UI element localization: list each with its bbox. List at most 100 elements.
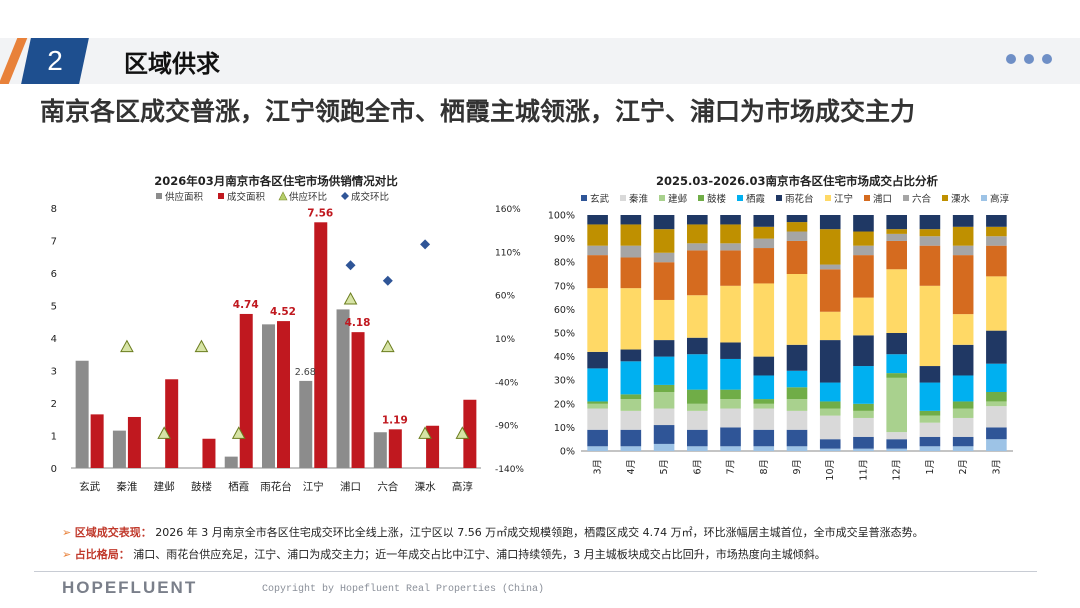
- stack-segment: [952, 344, 974, 376]
- stack-segment: [819, 439, 841, 449]
- y-tick-label: 10%: [554, 423, 575, 434]
- legend-swatch: [942, 195, 948, 201]
- y-tick-label: 5: [51, 302, 57, 313]
- data-label: 1.19: [382, 414, 408, 426]
- stack-segment: [886, 377, 907, 433]
- section-title: 区域供求: [124, 50, 220, 78]
- stack-segment: [720, 408, 741, 428]
- note-line: ➢ 占比格局： 浦口、雨花台供应充足，江宁、浦口为成交主力；近一年成交占比中江宁…: [62, 544, 1062, 566]
- legend-label: 秦淮: [629, 193, 649, 205]
- stack-segment: [620, 429, 642, 447]
- x-tick-label: 秦淮: [116, 480, 137, 493]
- page-headline: 南京各区成交普涨，江宁领跑全市、栖霞主城领涨，江宁、浦口为市场成交主力: [40, 97, 916, 126]
- note-key: 占比格局：: [74, 548, 130, 561]
- stack-segment: [819, 401, 841, 409]
- data-label: 7.56: [307, 207, 333, 219]
- stack-segment: [853, 297, 874, 336]
- stack-segment: [853, 403, 874, 411]
- stack-segment: [587, 245, 608, 256]
- y2-tick-label: -40%: [495, 378, 519, 388]
- stack-segment: [919, 215, 941, 230]
- stack-segment: [653, 425, 675, 444]
- stack-segment: [886, 233, 907, 241]
- notes: ➢ 区域成交表现： 2026 年 3 月南京全市各区住宅成交环比全线上涨，江宁区…: [62, 522, 1062, 566]
- stack-segment: [986, 363, 1007, 392]
- stack-segment: [753, 238, 775, 249]
- stack-segment: [919, 415, 941, 423]
- x-tick-label: 2月: [958, 459, 969, 475]
- y2-tick-label: -90%: [495, 422, 519, 432]
- stack-segment: [753, 446, 775, 451]
- stack-segment: [620, 257, 642, 289]
- stack-segment: [853, 231, 874, 246]
- stack-segment: [986, 330, 1007, 364]
- stack-segment: [952, 417, 974, 437]
- legend-label: 建邺: [668, 193, 688, 205]
- dot-icon: [1006, 54, 1016, 64]
- stack-segment: [653, 299, 675, 341]
- legend-swatch: [825, 195, 831, 201]
- stack-segment: [720, 427, 741, 447]
- x-tick-label: 栖霞: [228, 480, 249, 493]
- stack-segment: [753, 226, 775, 239]
- stack-segment: [886, 215, 907, 230]
- supply-bar: [224, 456, 238, 468]
- stack-segment: [786, 274, 808, 345]
- stack-segment: [587, 446, 608, 451]
- stack-segment: [786, 387, 808, 400]
- stack-segment: [620, 410, 642, 430]
- stack-segment: [786, 410, 808, 430]
- stack-segment: [653, 262, 675, 300]
- stack-segment: [819, 264, 841, 270]
- x-tick-label: 高淳: [452, 480, 473, 493]
- stack-segment: [786, 399, 808, 411]
- legend-label: 成交环比: [351, 191, 389, 203]
- data-label: 4.74: [233, 299, 259, 311]
- stack-segment: [919, 382, 941, 411]
- legend-swatch: [620, 195, 626, 201]
- x-tick-label: 5月: [659, 459, 670, 475]
- stack-segment: [653, 252, 675, 263]
- stack-segment: [786, 429, 808, 447]
- supply-ring-marker: [194, 339, 209, 353]
- x-tick-label: 12月: [892, 459, 903, 481]
- stack-segment: [819, 229, 841, 265]
- stack-segment: [819, 311, 841, 341]
- chart-title: 2026年03月南京市各区住宅市场供销情况对比: [154, 174, 398, 188]
- stack-segment: [753, 408, 775, 430]
- stack-segment: [853, 417, 874, 437]
- stack-segment: [952, 408, 974, 418]
- stack-segment: [587, 351, 608, 369]
- stack-segment: [653, 229, 675, 253]
- stack-segment: [786, 215, 808, 223]
- note-key: 区域成交表现：: [74, 526, 152, 539]
- stack-segment: [587, 408, 608, 430]
- stack-segment: [919, 436, 941, 447]
- x-tick-label: 8月: [759, 459, 770, 475]
- stack-segment: [952, 314, 974, 345]
- y-tick-label: 60%: [554, 305, 575, 316]
- deal-bar: [239, 313, 253, 468]
- stack-segment: [687, 429, 708, 447]
- stack-segment: [753, 283, 775, 357]
- stack-segment: [986, 392, 1007, 402]
- note-text: 2026 年 3 月南京全市各区住宅成交环比全线上涨，江宁区以 7.56 万㎡成…: [155, 526, 924, 539]
- stack-segment: [620, 394, 642, 400]
- y-tick-label: 8: [51, 204, 57, 215]
- legend-label: 浦口: [873, 193, 892, 205]
- stack-segment: [620, 215, 642, 225]
- deal-bar: [127, 416, 141, 468]
- stack-segment: [986, 236, 1007, 246]
- legend-label: 雨花台: [785, 193, 814, 205]
- stack-segment: [653, 340, 675, 357]
- y-tick-label: 6: [51, 269, 57, 280]
- stack-segment: [853, 410, 874, 418]
- stack-segment: [653, 443, 675, 451]
- y2-tick-label: 10%: [495, 335, 515, 345]
- stack-segment: [720, 389, 741, 400]
- legend-label: 高淳: [990, 193, 1010, 205]
- legend-swatch: [218, 193, 224, 199]
- brand-logo: HOPEFLUENT: [62, 578, 198, 597]
